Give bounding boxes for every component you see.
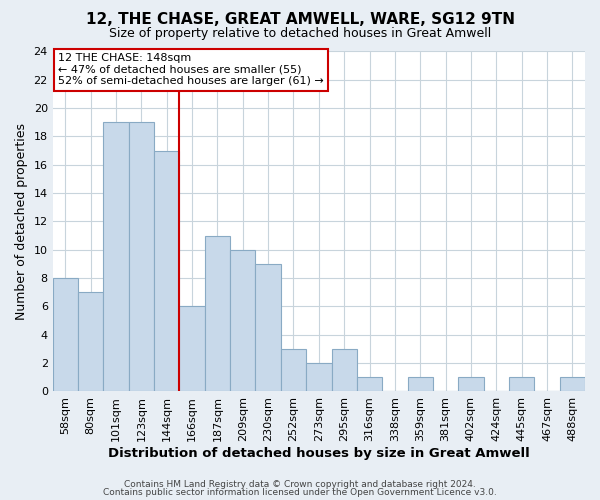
Bar <box>332 349 357 392</box>
Bar <box>205 236 230 392</box>
Bar <box>256 264 281 392</box>
X-axis label: Distribution of detached houses by size in Great Amwell: Distribution of detached houses by size … <box>108 447 530 460</box>
Bar <box>78 292 103 392</box>
Bar <box>407 378 433 392</box>
Bar <box>458 378 484 392</box>
Bar <box>560 378 585 392</box>
Text: 12 THE CHASE: 148sqm
← 47% of detached houses are smaller (55)
52% of semi-detac: 12 THE CHASE: 148sqm ← 47% of detached h… <box>58 53 324 86</box>
Bar <box>230 250 256 392</box>
Bar <box>281 349 306 392</box>
Bar <box>306 363 332 392</box>
Bar <box>179 306 205 392</box>
Bar <box>509 378 535 392</box>
Text: 12, THE CHASE, GREAT AMWELL, WARE, SG12 9TN: 12, THE CHASE, GREAT AMWELL, WARE, SG12 … <box>86 12 515 28</box>
Bar <box>129 122 154 392</box>
Bar <box>154 150 179 392</box>
Bar <box>53 278 78 392</box>
Bar <box>357 378 382 392</box>
Text: Contains HM Land Registry data © Crown copyright and database right 2024.: Contains HM Land Registry data © Crown c… <box>124 480 476 489</box>
Text: Size of property relative to detached houses in Great Amwell: Size of property relative to detached ho… <box>109 28 491 40</box>
Bar <box>103 122 129 392</box>
Text: Contains public sector information licensed under the Open Government Licence v3: Contains public sector information licen… <box>103 488 497 497</box>
Y-axis label: Number of detached properties: Number of detached properties <box>15 123 28 320</box>
